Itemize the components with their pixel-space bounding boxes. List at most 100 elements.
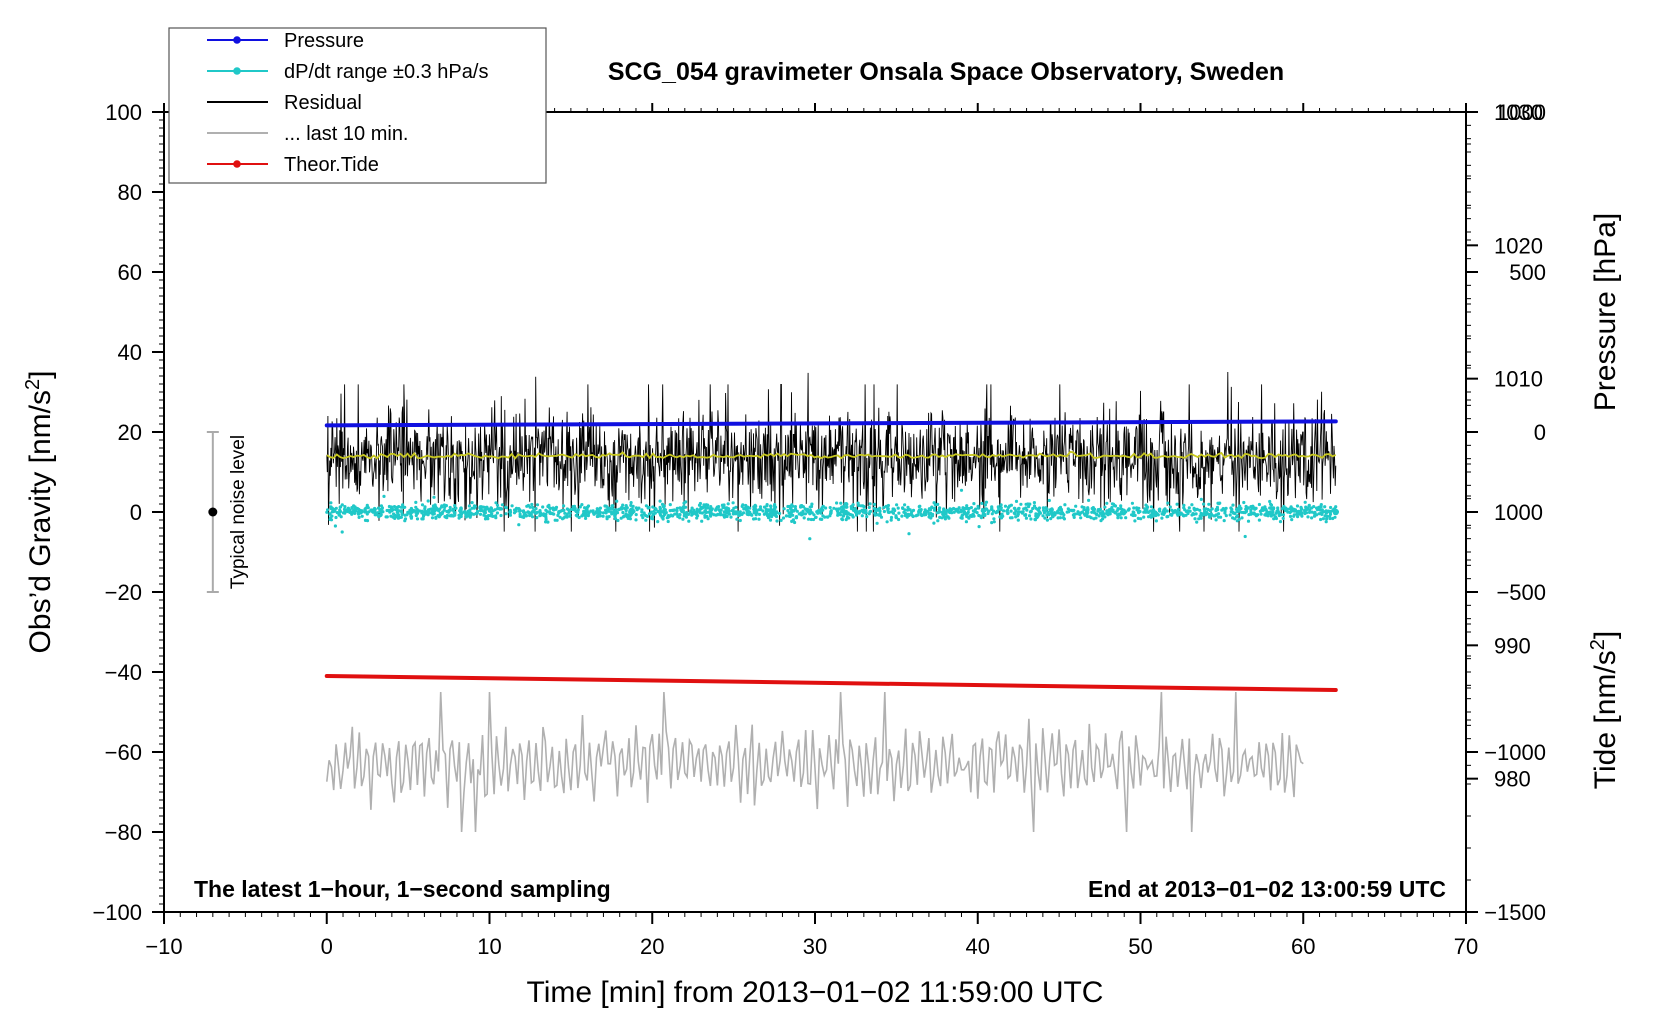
left-axis-title: Obs’d Gravity [nm/s2] — [22, 371, 57, 654]
dpdt-point — [418, 509, 422, 513]
dpdt-point — [938, 506, 942, 510]
dpdt-point — [1216, 512, 1221, 516]
dpdt-point — [499, 513, 503, 518]
dpdt-point — [1289, 509, 1293, 513]
dpdt-point — [364, 510, 368, 514]
dpdt-point — [678, 516, 682, 520]
dpdt-point — [629, 512, 634, 517]
dpdt-point — [1222, 507, 1227, 511]
dpdt-point — [1132, 510, 1136, 515]
dpdt-point — [1249, 510, 1253, 514]
dpdt-point — [671, 508, 675, 513]
dpdt-point — [1286, 510, 1290, 514]
dpdt-point — [1228, 513, 1232, 517]
dpdt-point — [1213, 514, 1217, 518]
dpdt-point — [722, 503, 726, 507]
dpdt-point — [710, 508, 714, 512]
dpdt-point — [665, 516, 669, 520]
dpdt-point — [759, 507, 763, 512]
dpdt-point — [757, 512, 762, 517]
dpdt-point — [586, 504, 591, 508]
dpdt-point — [392, 505, 397, 509]
dpdt-point — [470, 501, 474, 505]
dpdt-point — [1269, 514, 1273, 518]
y-left-tick-label: 40 — [118, 340, 142, 365]
chart-title: SCG_054 gravimeter Onsala Space Observat… — [608, 58, 1284, 86]
dpdt-point — [613, 517, 618, 521]
dpdt-point — [598, 514, 602, 518]
dpdt-point — [984, 500, 989, 504]
dpdt-point — [1012, 506, 1017, 510]
y-pressure-tick-label: 1020 — [1494, 233, 1543, 258]
x-tick-label: 40 — [966, 934, 990, 959]
dpdt-point — [936, 519, 940, 523]
dpdt-point — [1074, 504, 1078, 508]
dpdt-point — [403, 513, 407, 517]
dpdt-point — [1197, 517, 1201, 521]
dpdt-point — [680, 509, 684, 514]
dpdt-point — [444, 515, 448, 519]
dpdt-point — [686, 512, 691, 517]
legend-label: Theor.Tide — [284, 154, 379, 176]
dpdt-point — [1086, 506, 1090, 510]
dpdt-point — [673, 512, 677, 516]
dpdt-point — [508, 513, 512, 517]
dpdt-point — [767, 515, 771, 519]
dpdt-point — [658, 505, 662, 509]
dpdt-point — [723, 506, 727, 510]
dpdt-point — [787, 504, 792, 509]
dpdt-point — [1231, 503, 1235, 507]
dpdt-point — [748, 506, 752, 510]
dpdt-point — [389, 507, 394, 511]
dpdt-point — [786, 509, 790, 513]
ticks-layer: −10 0 10 20 30 40 50 60 70100806040200−20−40−60−… — [92, 100, 1546, 959]
dpdt-point — [1235, 510, 1239, 514]
dpdt-point — [644, 518, 648, 522]
dpdt-point — [1233, 517, 1237, 521]
dpdt-point — [1187, 506, 1191, 510]
dpdt-point — [1235, 519, 1239, 523]
dpdt-point — [534, 507, 538, 511]
legend-label: Pressure — [284, 30, 364, 52]
dpdt-point — [675, 509, 679, 513]
dpdt-point — [1124, 516, 1128, 520]
x-tick-label: 50 — [1128, 934, 1152, 959]
dpdt-point — [903, 503, 907, 507]
dpdt-point — [1329, 505, 1333, 510]
dpdt-point — [425, 511, 429, 515]
dpdt-point — [559, 509, 563, 513]
dpdt-point — [841, 514, 846, 518]
dpdt-point — [453, 504, 457, 508]
dpdt-point — [328, 512, 332, 516]
dpdt-point — [738, 518, 742, 523]
dpdt-point — [1254, 506, 1258, 510]
dpdt-point — [1027, 514, 1032, 518]
dpdt-point — [1016, 507, 1021, 511]
dpdt-point — [1056, 516, 1060, 520]
x-tick-label: 70 — [1454, 934, 1478, 959]
dpdt-point — [819, 511, 823, 515]
dpdt-point — [718, 509, 722, 513]
dpdt-point — [662, 511, 666, 515]
dpdt-point — [1112, 503, 1117, 508]
y-pressure-tick-label: 980 — [1494, 767, 1531, 792]
dpdt-point — [994, 510, 998, 515]
dpdt-point — [1290, 518, 1294, 522]
dpdt-point — [946, 515, 950, 519]
dpdt-point — [1103, 515, 1107, 519]
dpdt-point — [664, 510, 668, 515]
dpdt-point — [795, 509, 799, 513]
dpdt-point — [1041, 506, 1045, 510]
dpdt-point — [726, 502, 730, 506]
dpdt-point — [1037, 513, 1041, 517]
dpdt-point — [1003, 504, 1008, 508]
dpdt-point — [380, 506, 384, 510]
dpdt-point — [1082, 506, 1086, 510]
dpdt-point — [1049, 517, 1053, 521]
dpdt-point — [791, 513, 795, 517]
dpdt-point — [1307, 510, 1312, 514]
dpdt-point — [917, 505, 921, 509]
dpdt-point — [547, 503, 551, 507]
dpdt-point — [464, 515, 468, 519]
